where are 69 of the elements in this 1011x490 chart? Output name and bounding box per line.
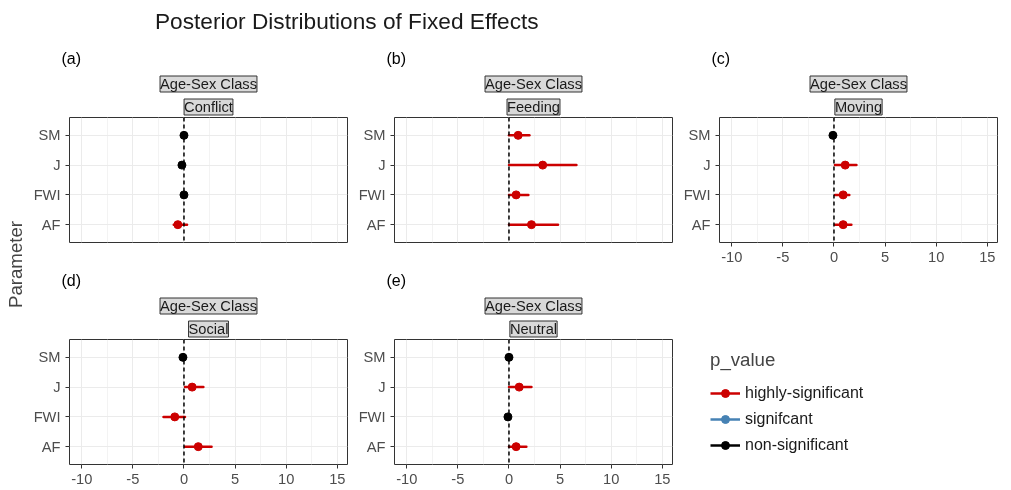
chart-title: Moving xyxy=(834,99,883,115)
x-tick-label: 15 xyxy=(979,248,996,265)
y-tick-label: SM xyxy=(363,127,386,144)
y-tick-label: AF xyxy=(41,216,61,233)
x-tick-label: -10 xyxy=(396,470,418,487)
text: Age-Sex Class xyxy=(160,298,257,314)
y-tick-label: J xyxy=(378,379,386,396)
y-tick-label: FWI xyxy=(358,186,386,203)
point xyxy=(514,382,524,392)
point xyxy=(513,130,523,140)
point xyxy=(193,442,203,452)
chart-title: Conflict xyxy=(184,99,233,115)
y-tick-label: SM xyxy=(38,127,61,144)
y-tick-label: J xyxy=(703,157,711,174)
x-tick-label: 0 xyxy=(179,470,189,487)
y-tick-label: J xyxy=(53,379,61,396)
y-tick-label: FWI xyxy=(683,186,711,203)
legend-label: signifcant xyxy=(745,409,813,428)
y-tick-label: AF xyxy=(366,438,386,455)
x-tick-label: 0 xyxy=(829,248,839,265)
legend-title: p_value xyxy=(710,348,777,371)
chart-title: Neutral xyxy=(509,321,558,337)
text: (e) xyxy=(386,271,407,289)
text: (d) xyxy=(61,271,82,289)
y-tick-label: AF xyxy=(366,216,386,233)
point xyxy=(526,220,536,230)
x-tick-label: -5 xyxy=(776,248,790,265)
x-tick-label: 15 xyxy=(654,470,671,487)
x-tick-label: -10 xyxy=(721,248,743,265)
x-tick-label: -5 xyxy=(126,470,140,487)
x-tick-label: -10 xyxy=(71,470,93,487)
y-tick-label: J xyxy=(378,157,386,174)
x-tick-label: 10 xyxy=(278,470,295,487)
y-tick-label: SM xyxy=(363,349,386,366)
x-tick-label: 15 xyxy=(329,470,346,487)
text: Posterior Distributions of Fixed Effects xyxy=(155,7,539,36)
y-tick-label: FWI xyxy=(358,408,386,425)
point xyxy=(511,190,521,200)
point xyxy=(170,412,180,422)
y-tick-label: FWI xyxy=(33,408,61,425)
y-tick-label: FWI xyxy=(33,186,61,203)
y-tick-label: J xyxy=(53,157,61,174)
point xyxy=(538,160,548,170)
text: Age-Sex Class xyxy=(485,298,582,314)
x-tick-label: 5 xyxy=(881,248,890,265)
chart-title: Social xyxy=(188,321,229,337)
text: (a) xyxy=(61,49,82,67)
text: Parameter xyxy=(4,220,26,309)
text: (c) xyxy=(711,49,731,67)
x-tick-label: 10 xyxy=(603,470,620,487)
point xyxy=(511,442,521,452)
text: Age-Sex Class xyxy=(810,76,907,92)
x-tick-label: 10 xyxy=(928,248,945,265)
point xyxy=(178,352,188,362)
x-tick-label: 5 xyxy=(556,470,565,487)
legend-label: highly-significant xyxy=(745,383,864,402)
y-tick-label: AF xyxy=(691,216,711,233)
x-tick-label: -5 xyxy=(451,470,465,487)
text: Age-Sex Class xyxy=(485,76,582,92)
chart-title: Feeding xyxy=(507,99,560,115)
point xyxy=(187,382,197,392)
x-tick-label: 5 xyxy=(231,470,240,487)
text: Age-Sex Class xyxy=(160,76,257,92)
y-tick-label: SM xyxy=(688,127,711,144)
y-tick-label: SM xyxy=(38,349,61,366)
y-tick-label: AF xyxy=(41,438,61,455)
x-tick-label: 0 xyxy=(504,470,514,487)
legend-label: non-significant xyxy=(745,435,849,454)
text: (b) xyxy=(386,49,407,67)
